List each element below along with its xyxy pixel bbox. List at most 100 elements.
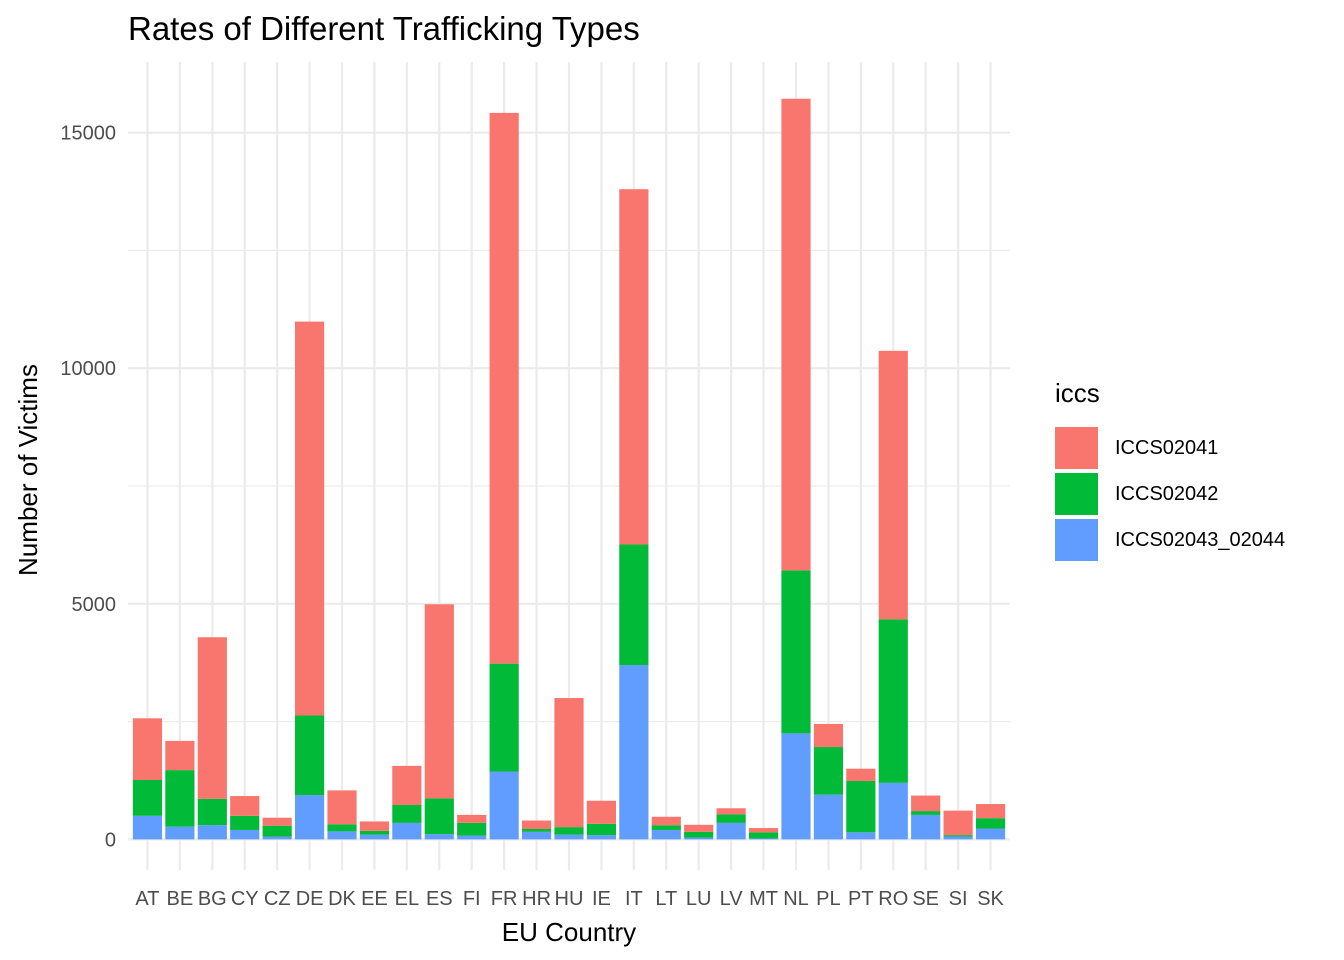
y-tick-label: 0 <box>105 829 116 851</box>
bar-segment <box>457 822 487 836</box>
legend-key-swatch <box>1055 473 1098 515</box>
bar-segment <box>132 815 163 840</box>
bar-segment <box>489 663 519 772</box>
legend-label: ICCS02043_02044 <box>1115 528 1286 551</box>
bar-segment <box>651 829 681 840</box>
bar-segment <box>197 798 227 826</box>
x-tick-label: LV <box>720 888 744 910</box>
bar-segment <box>684 837 714 840</box>
bar-segment <box>457 835 487 840</box>
bar-segment <box>359 830 390 835</box>
bars <box>132 98 1006 840</box>
bar-segment <box>327 790 357 825</box>
bar-segment <box>975 804 1006 819</box>
x-tick-label: EE <box>361 888 388 910</box>
bar-segment <box>392 804 422 823</box>
bar-segment <box>975 818 1006 829</box>
y-tick-label: 5000 <box>72 594 117 616</box>
bar-segment <box>327 831 357 840</box>
bar-segment <box>846 780 876 833</box>
x-tick-label: ES <box>426 888 453 910</box>
bar-segment <box>132 780 163 816</box>
x-tick-labels: AT BE BG CY CZ DE DK EE EL ES FI FR HR HU IE IT LT LU LV MT… <box>135 888 1004 910</box>
x-tick-label: SK <box>977 888 1004 910</box>
bar-segment <box>132 718 163 781</box>
bar-segment <box>943 835 973 837</box>
x-tick-label: MT <box>749 888 778 910</box>
y-tick-label: 10000 <box>60 358 116 380</box>
bar-segment <box>554 827 584 835</box>
legend-key-swatch <box>1055 427 1098 469</box>
bar-segment <box>392 765 422 805</box>
bar-segment <box>262 825 292 837</box>
bar-segment <box>813 747 844 795</box>
x-tick-label: CY <box>231 888 259 910</box>
bar-segment <box>846 832 876 840</box>
bar-segment <box>878 782 908 840</box>
x-tick-label: DE <box>296 888 324 910</box>
legend: iccs ICCS02041 ICCS02042 ICCS02043_02044 <box>1055 378 1285 563</box>
y-tick-label: 15000 <box>60 123 116 145</box>
bar-segment <box>165 770 195 827</box>
bar-segment <box>911 811 941 815</box>
bar-segment <box>554 698 584 828</box>
bar-segment <box>359 834 390 840</box>
legend-item: ICCS02043_02044 <box>1055 517 1285 563</box>
bar-segment <box>748 832 779 839</box>
bar-segment <box>943 810 973 836</box>
y-axis-title: Number of Victims <box>13 364 43 576</box>
bar-segment <box>975 828 1006 840</box>
bar-segment <box>911 795 941 812</box>
bar-segment <box>262 836 292 840</box>
bar-segment <box>359 821 390 831</box>
bar-segment <box>619 544 649 666</box>
x-tick-label: CZ <box>264 888 291 910</box>
bar-segment <box>197 637 227 799</box>
bar-segment <box>781 570 811 734</box>
x-tick-label: BG <box>198 888 227 910</box>
x-tick-label: RO <box>878 888 908 910</box>
x-tick-label: PL <box>816 888 840 910</box>
legend-title: iccs <box>1055 378 1100 408</box>
x-tick-label: SI <box>949 888 968 910</box>
x-axis-title: EU Country <box>502 917 636 947</box>
bar-segment <box>716 822 746 840</box>
bar-segment <box>327 824 357 832</box>
bar-segment <box>521 820 552 830</box>
bar-segment <box>521 829 552 832</box>
x-tick-label: DK <box>328 888 356 910</box>
x-tick-label: HU <box>555 888 584 910</box>
x-tick-label: PT <box>848 888 874 910</box>
bar-segment <box>489 771 519 840</box>
x-tick-label: FR <box>491 888 518 910</box>
x-tick-label: IE <box>592 888 611 910</box>
bar-segment <box>748 838 779 840</box>
bar-segment <box>943 836 973 840</box>
legend-item: ICCS02042 <box>1055 471 1285 517</box>
x-tick-label: LT <box>655 888 677 910</box>
bar-segment <box>294 715 325 796</box>
bar-segment <box>586 823 617 836</box>
bar-segment <box>230 796 260 816</box>
bar-segment <box>813 794 844 840</box>
bar-segment <box>424 604 454 799</box>
bar-segment <box>392 822 422 840</box>
bar-segment <box>781 98 811 571</box>
bar-segment <box>554 834 584 840</box>
x-tick-label: NL <box>783 888 809 910</box>
bar-segment <box>262 817 292 826</box>
bar-segment <box>651 825 681 830</box>
x-tick-label: BE <box>167 888 194 910</box>
bar-segment <box>424 834 454 840</box>
legend-label: ICCS02042 <box>1115 482 1219 505</box>
bar-segment <box>197 825 227 840</box>
bar-segment <box>165 826 195 840</box>
grid-lines <box>128 62 1010 870</box>
x-tick-label: IT <box>625 888 643 910</box>
bar-segment <box>586 835 617 840</box>
bar-segment <box>651 816 681 826</box>
bar-segment <box>716 814 746 823</box>
bar-segment <box>619 189 649 545</box>
x-tick-label: SE <box>912 888 939 910</box>
bar-segment <box>878 619 908 783</box>
